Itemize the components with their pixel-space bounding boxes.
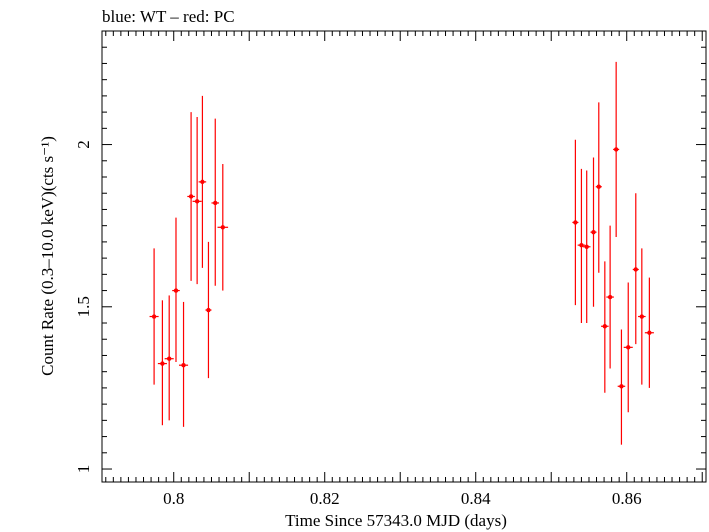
data-marker — [607, 294, 613, 300]
data-point — [577, 168, 586, 324]
data-marker — [579, 242, 584, 248]
data-marker — [166, 356, 172, 361]
data-marker — [194, 199, 200, 204]
data-marker — [626, 345, 631, 350]
data-marker — [633, 267, 638, 272]
y-tick-label: 1 — [74, 465, 93, 474]
data-marker — [596, 184, 601, 189]
x-tick-labels: 0.8 0.82 0.84 0.86 — [163, 489, 641, 508]
chart-title: blue: WT – red: PC — [102, 7, 235, 26]
data-point — [595, 102, 602, 273]
data-marker — [573, 220, 578, 225]
x-axis-label: Time Since 57343.0 MJD (days) — [285, 511, 507, 530]
data-marker — [160, 361, 165, 366]
data-point — [157, 300, 167, 426]
data-marker — [206, 307, 211, 313]
data-marker — [151, 314, 157, 319]
data-point — [149, 248, 159, 385]
data-marker — [613, 147, 619, 152]
data-marker — [188, 194, 194, 199]
plot-frame — [101, 30, 707, 483]
data-point — [613, 61, 620, 238]
data-point — [606, 225, 614, 369]
data-points — [149, 61, 654, 445]
y-axis-label: Count Rate (0.3–10.0 keV)(cts s⁻¹) — [38, 136, 57, 376]
axis-ticks — [102, 30, 706, 482]
data-point — [192, 116, 202, 285]
data-point — [590, 157, 597, 307]
data-marker — [181, 362, 186, 368]
data-point — [644, 277, 654, 388]
data-point — [617, 329, 626, 445]
data-point — [198, 95, 207, 268]
y-tick-label: 1.5 — [74, 296, 93, 317]
data-point — [601, 261, 609, 393]
data-point — [632, 193, 639, 345]
data-marker — [591, 229, 596, 235]
data-point — [187, 112, 195, 281]
y-tick-label: 2 — [74, 140, 93, 149]
data-point — [638, 248, 646, 385]
data-point — [217, 164, 229, 291]
data-point — [582, 170, 591, 324]
data-marker — [639, 314, 645, 319]
data-point — [211, 118, 220, 286]
data-point — [205, 241, 212, 379]
x-tick-label: 0.8 — [163, 489, 184, 508]
data-point — [623, 282, 633, 413]
y-tick-labels: 11.52 — [74, 140, 93, 473]
data-marker — [602, 324, 608, 329]
data-marker — [213, 200, 218, 206]
data-marker — [173, 288, 179, 293]
data-point — [179, 301, 189, 427]
data-point — [164, 295, 174, 421]
data-point — [572, 139, 579, 306]
data-marker — [619, 384, 624, 389]
data-marker — [647, 330, 652, 335]
data-point — [172, 217, 180, 362]
data-marker — [584, 244, 589, 249]
x-tick-label: 0.82 — [310, 489, 340, 508]
data-marker — [200, 179, 205, 185]
x-tick-label: 0.84 — [461, 489, 491, 508]
x-tick-label: 0.86 — [612, 489, 642, 508]
data-marker — [220, 225, 225, 230]
